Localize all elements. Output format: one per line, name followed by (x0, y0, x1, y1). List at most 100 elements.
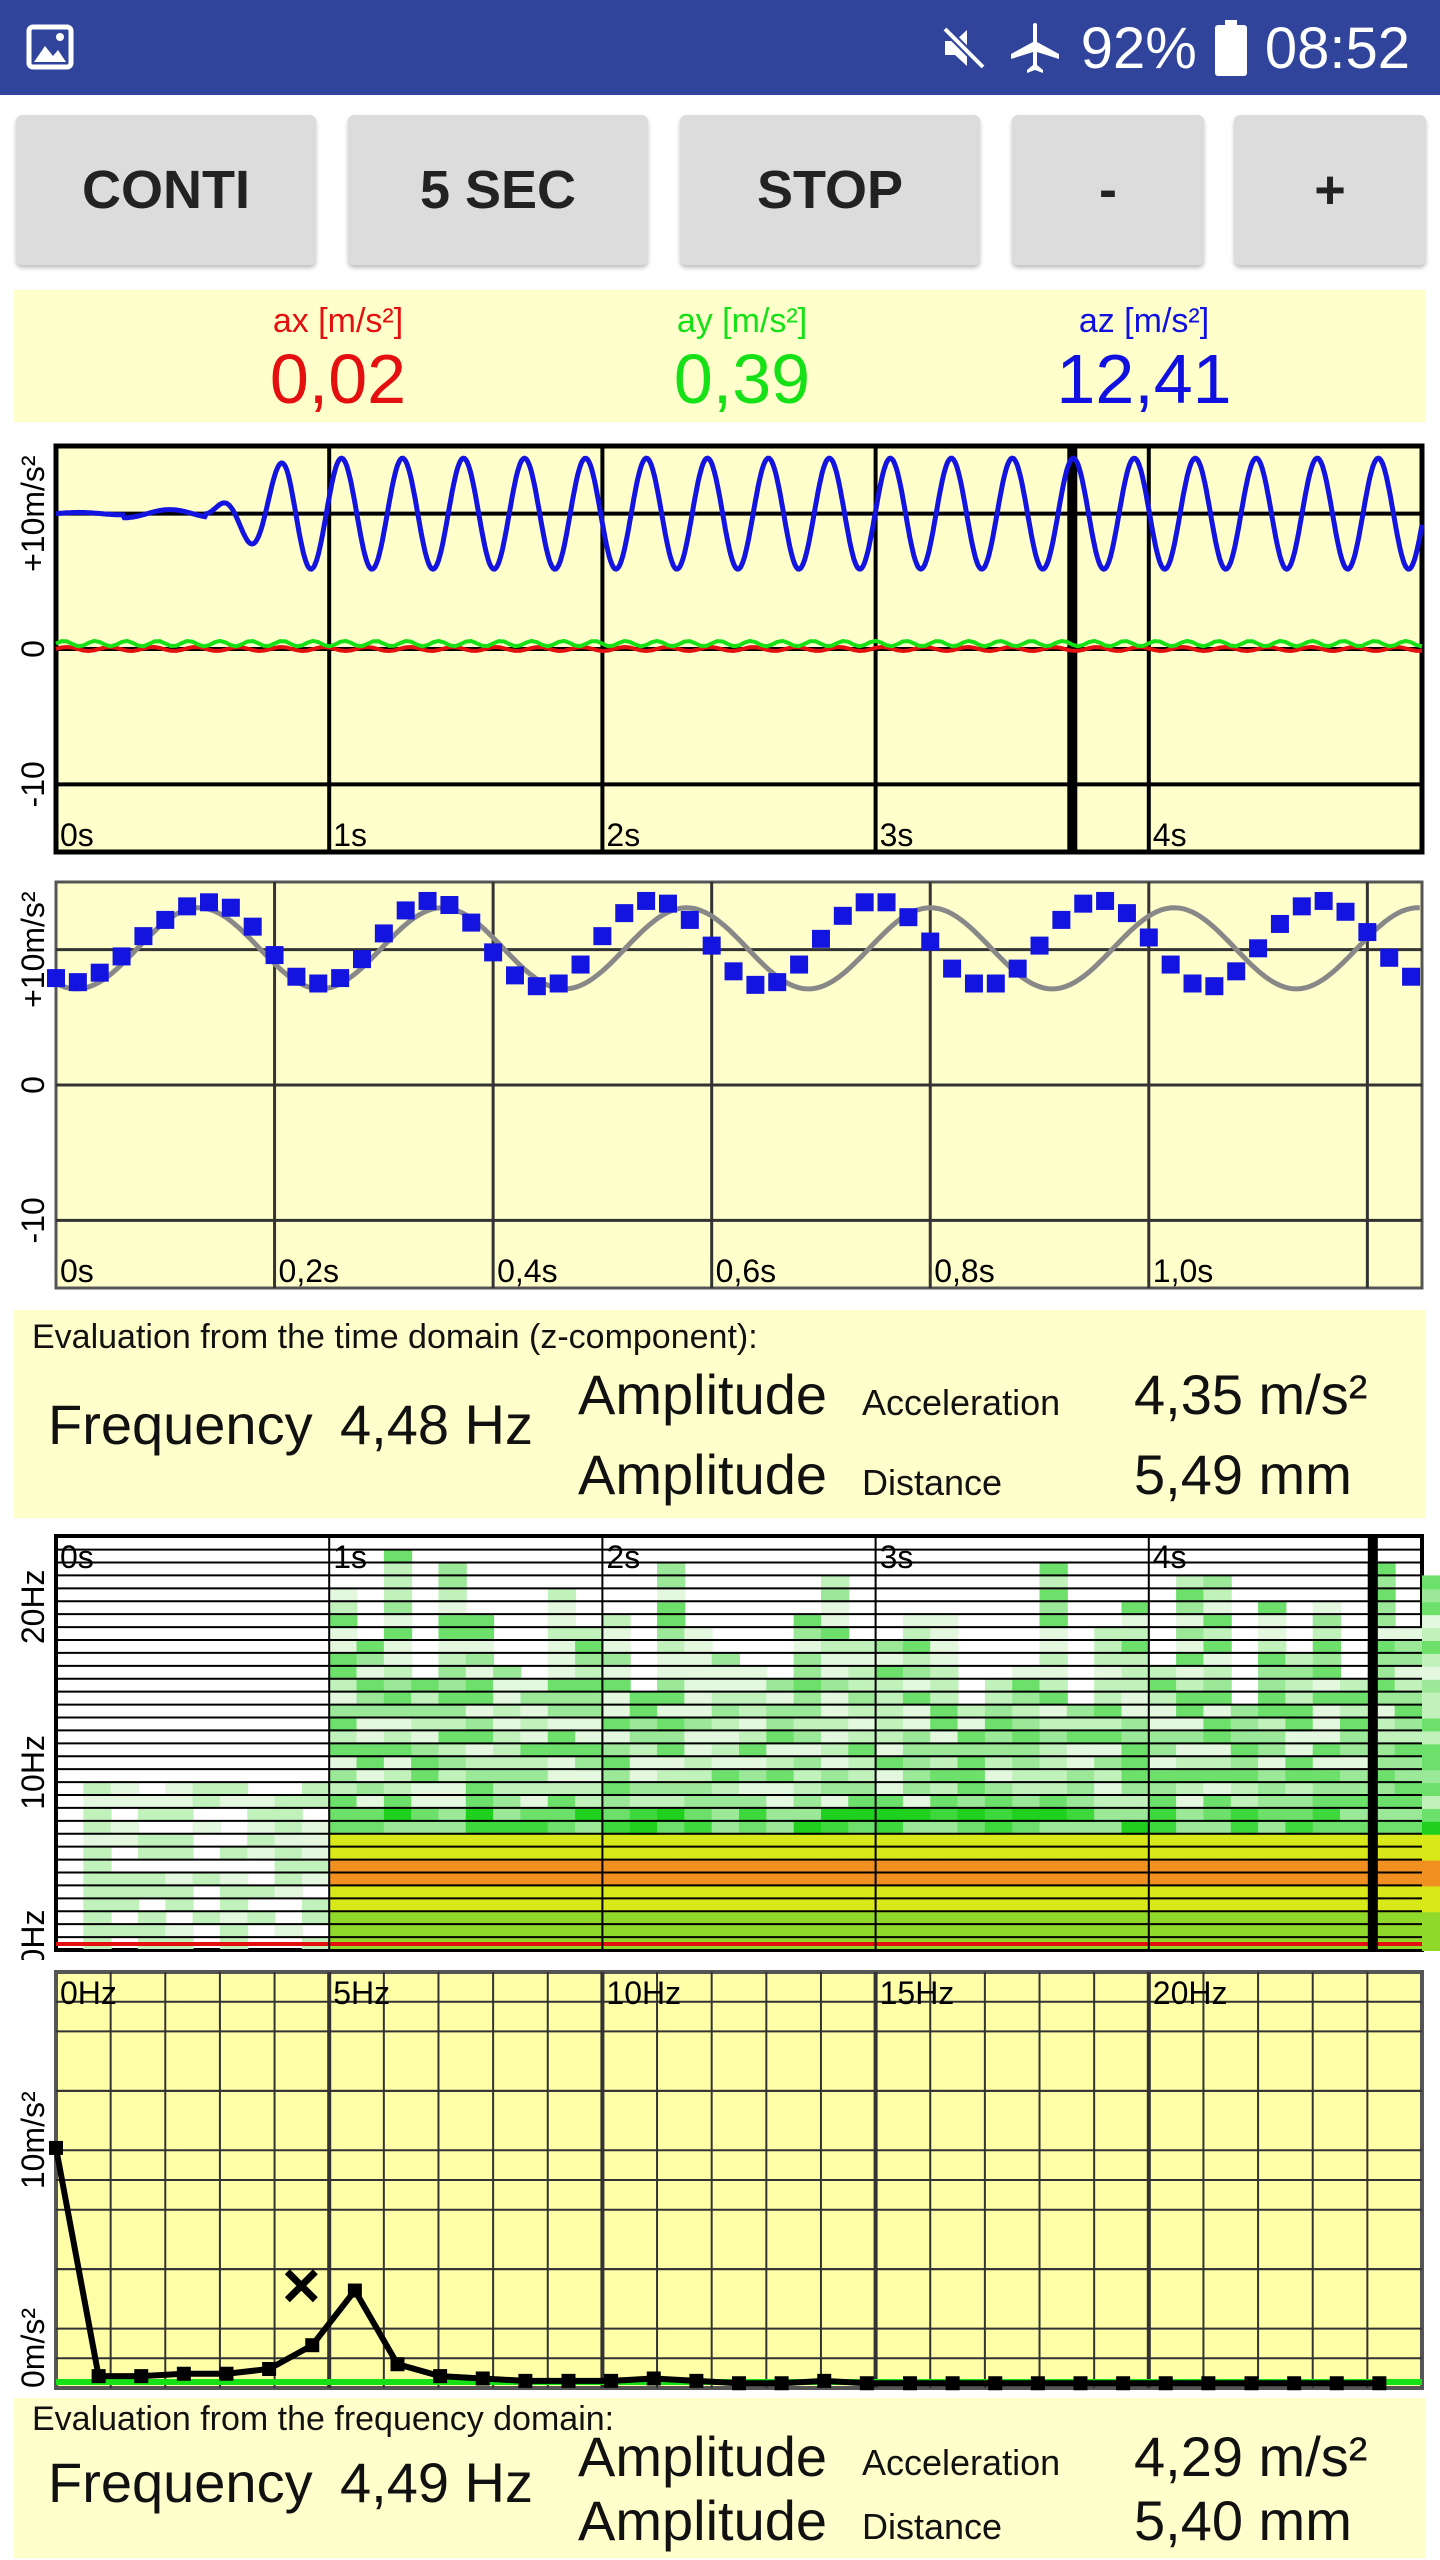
spectrogram-cell (520, 1756, 549, 1771)
stop-button[interactable]: STOP (680, 115, 980, 265)
spectrogram-cell (602, 1627, 631, 1641)
sample-point (833, 906, 852, 925)
time-series-chart[interactable]: +10m/s² 0 -10 0s 1s 2s 3s 4s (0, 440, 1440, 860)
spectrogram-cell (793, 1717, 822, 1732)
spectrogram-cell (192, 1872, 221, 1887)
spectrogram-cell (793, 1924, 822, 1939)
zoom-in-button[interactable]: + (1234, 115, 1426, 265)
zoomed-signal-chart[interactable]: +10m/s² 0 -10 0s 0,2s 0,4s 0,6s 0,8s 1,0s (0, 876, 1440, 1296)
spectrogram-cell (110, 1782, 139, 1796)
sample-point (549, 974, 568, 993)
spectrogram-cell (575, 1652, 604, 1667)
spectrogram-cell (1039, 1769, 1068, 1784)
spectrum-point (689, 2373, 704, 2388)
spectrogram-cell (820, 1678, 850, 1693)
spectrogram-cell (219, 1911, 249, 1926)
conti-button[interactable]: CONTI (16, 115, 316, 265)
spectrogram-cell (493, 1704, 522, 1719)
spectrogram-cell (547, 1898, 577, 1913)
five-sec-button[interactable]: 5 SEC (348, 115, 648, 265)
spectrogram-cell (766, 1730, 795, 1745)
spectrogram-cell (657, 1924, 686, 1939)
spectrogram-cell (137, 1846, 167, 1861)
spectrogram-cell (902, 1730, 932, 1745)
spectrogram-cell (1203, 1885, 1232, 1900)
spectrogram-cell (411, 1820, 440, 1835)
spectrogram-cell (984, 1846, 1014, 1861)
spectrum-chart[interactable]: 10m/s² 0m/s² 0Hz 5Hz 10Hz 15Hz 20Hz (0, 1964, 1440, 2394)
sample-point (1183, 974, 1202, 993)
sample-point (331, 969, 350, 988)
spectrogram-cell (1285, 1730, 1314, 1745)
fit-curve (54, 905, 1420, 992)
spectrogram-cell (520, 1911, 549, 1926)
spectrogram-cell (1394, 1911, 1423, 1926)
spectrogram-cell (820, 1911, 850, 1926)
spectrogram-cell (301, 1846, 331, 1861)
spectrogram-cell (848, 1885, 877, 1900)
spectrogram-cell (766, 1859, 795, 1874)
spectrogram-cell (1285, 1846, 1314, 1861)
spectrogram-cell (547, 1639, 577, 1654)
spectrogram-cell (1039, 1704, 1068, 1719)
zoom-out-button[interactable]: - (1012, 115, 1204, 265)
spectrogram-cell (547, 1846, 577, 1861)
spectrogram-cell (1203, 1756, 1232, 1771)
freq-acceleration-value: 4,29 m/s² (1134, 2425, 1368, 2488)
spectrogram-cell (383, 1678, 413, 1693)
spectrogram-cell (984, 1769, 1014, 1784)
spectrogram-cell (1121, 1717, 1150, 1732)
spectrogram-cell (1394, 1885, 1423, 1900)
spectrogram-cell (984, 1756, 1014, 1771)
spectrogram-cell (465, 1756, 495, 1771)
spectrogram-cell (575, 1782, 604, 1796)
spectrogram-cell (1039, 1872, 1068, 1887)
spectrogram-cell (848, 1782, 877, 1796)
spectrogram-cell (657, 1691, 686, 1706)
spectrogram-cell (1340, 1898, 1369, 1913)
spectrogram-cell (1258, 1794, 1287, 1809)
spectrogram-cell (383, 1782, 413, 1796)
spectrogram-cell (547, 1911, 577, 1926)
spectrogram-cell (766, 1885, 795, 1900)
spectrogram-chart[interactable]: 20Hz 10Hz 0Hz 0s 1s 2s 3s 4s (0, 1530, 1440, 1960)
spectrogram-cell (274, 1846, 303, 1861)
spectrogram-cell (902, 1833, 932, 1848)
spectrogram-cell (1203, 1794, 1232, 1809)
spectrum-point (561, 2373, 576, 2388)
spectrogram-cell (711, 1743, 740, 1758)
spectrogram-cell (875, 1652, 904, 1667)
spectrogram-cell (465, 1846, 495, 1861)
spectrogram-cell (1176, 1691, 1205, 1706)
spectrogram-cell (1121, 1665, 1150, 1680)
spectrum-point (1030, 2376, 1045, 2391)
spectrogram-cell (793, 1911, 822, 1926)
spectrogram-cell (684, 1846, 713, 1861)
spectrogram-cell (493, 1898, 522, 1913)
spectrogram-cell (383, 1639, 413, 1654)
spectrogram-cell (1012, 1820, 1041, 1835)
sample-point (724, 962, 743, 981)
sample-point (702, 936, 721, 955)
spectrogram-cell (1258, 1717, 1287, 1732)
spectrogram-cell (547, 1794, 577, 1809)
spectrogram-cell (465, 1743, 495, 1758)
spectrogram-cell (1312, 1807, 1342, 1822)
spectrogram-cell (711, 1859, 740, 1874)
sample-point (593, 927, 612, 946)
sample-point (571, 955, 590, 974)
spectrogram-cell (1422, 1588, 1440, 1603)
spectrogram-cell (930, 1872, 959, 1887)
spectrogram-cell (820, 1924, 850, 1939)
spectrogram-cell (629, 1743, 659, 1758)
spectrogram-cell (465, 1678, 495, 1693)
spectrogram-cell (930, 1846, 959, 1861)
spectrogram-cell (411, 1898, 440, 1913)
spectrogram-cell (520, 1769, 549, 1784)
spectrogram-cell (848, 1756, 877, 1771)
spectrogram-cell (1422, 1704, 1440, 1719)
spectrogram-cell (329, 1846, 358, 1861)
spectrogram-cell (1203, 1614, 1232, 1629)
spectrogram-cell (820, 1639, 850, 1654)
x-tick-label: 2s (606, 817, 640, 853)
